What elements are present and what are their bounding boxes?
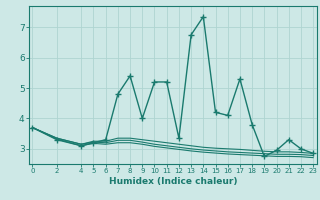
X-axis label: Humidex (Indice chaleur): Humidex (Indice chaleur) [108,177,237,186]
